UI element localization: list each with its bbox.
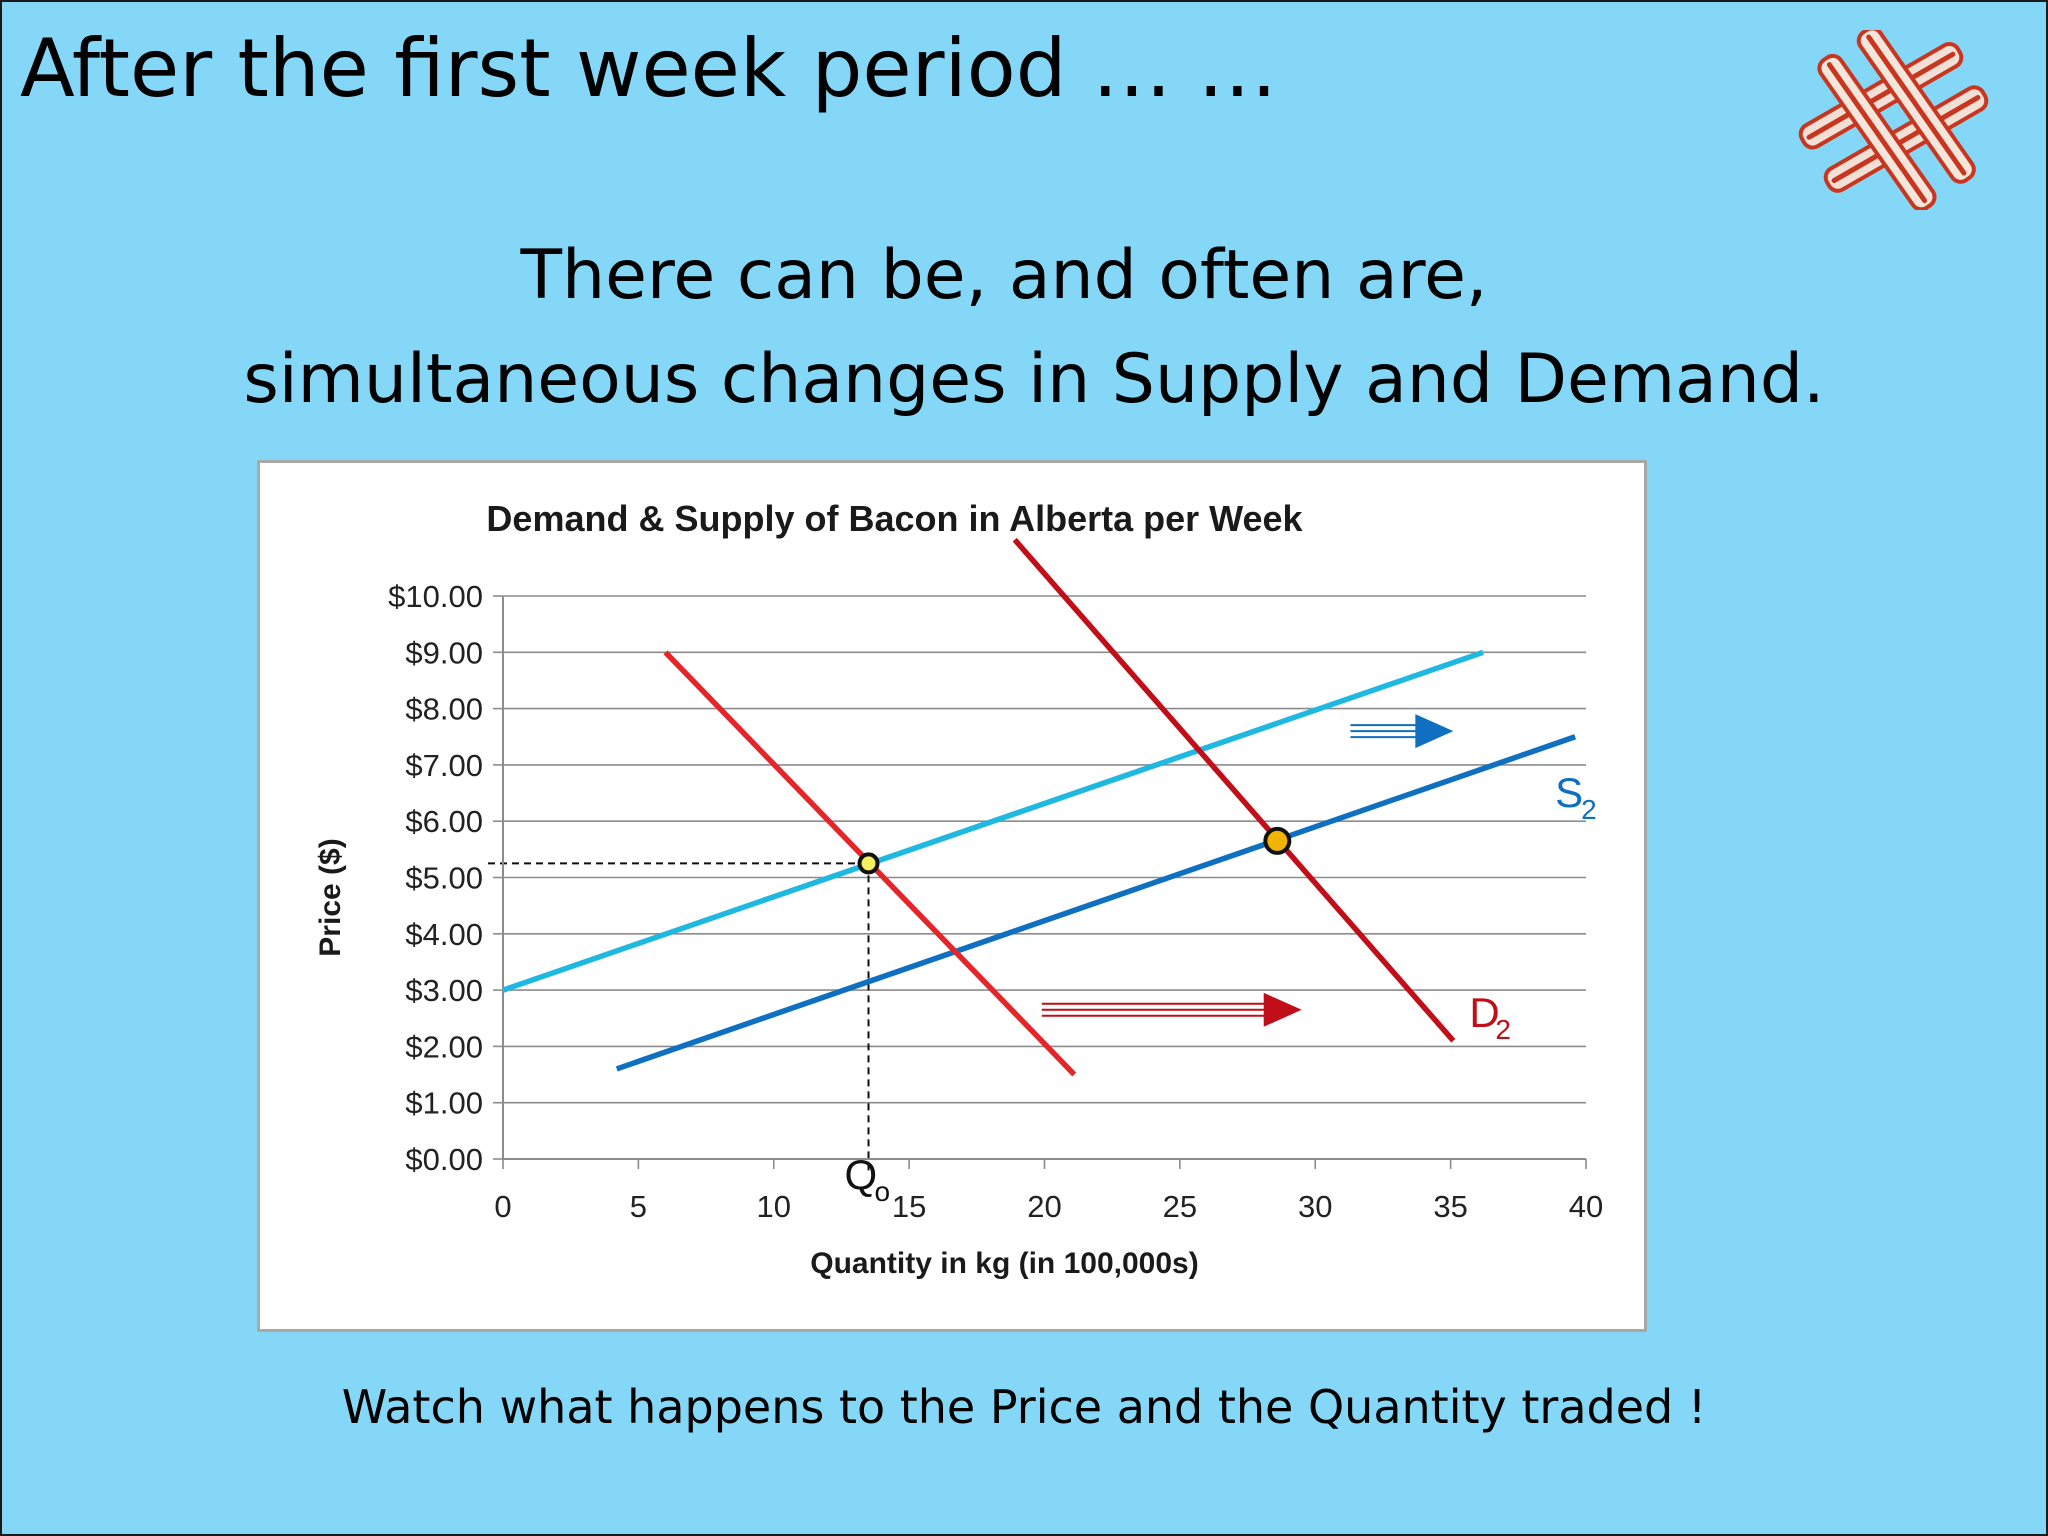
series-label-demand2: D xyxy=(1469,989,1499,1036)
y-tick-label: $8.00 xyxy=(405,692,483,727)
x-tick-label: 10 xyxy=(757,1189,791,1224)
y-tick-label: $0.00 xyxy=(405,1142,483,1177)
quantity-reference-label: Q xyxy=(845,1151,878,1198)
bacon-icon xyxy=(1798,30,1989,210)
supply-demand-chart: $0.00 $1.00 $2.00 $3.00 $4.00 $5.00 $6.00 $7.00… xyxy=(314,498,1603,1280)
shift-arrow-supply-shift xyxy=(1350,714,1454,749)
y-tick-label: $6.00 xyxy=(405,804,483,839)
y-tick-label: $5.00 xyxy=(405,861,483,896)
chart-labels: Demand & Supply of Bacon in Alberta per … xyxy=(314,498,1597,1280)
series-label-supply2: S xyxy=(1555,769,1583,816)
series-label-subscript-supply2: 2 xyxy=(1581,794,1597,825)
chart-title: Demand & Supply of Bacon in Alberta per … xyxy=(486,498,1303,539)
subtitle-line-1: There can be, and often are, xyxy=(520,236,1488,315)
y-tick-label: $9.00 xyxy=(405,635,483,670)
x-tick-label: 25 xyxy=(1163,1189,1197,1224)
equilibrium-points xyxy=(857,826,1292,875)
x-axis-label: Quantity in kg (in 100,000s) xyxy=(810,1247,1198,1280)
y-tick-label: $2.00 xyxy=(405,1029,483,1064)
x-tick-label: 0 xyxy=(494,1189,511,1224)
series-line-supply2 xyxy=(615,734,1577,1072)
x-tick-label: 5 xyxy=(630,1189,647,1224)
shift-arrow-head xyxy=(1263,992,1302,1027)
shift-arrow-demand-shift xyxy=(1041,992,1302,1027)
y-tick-label: $4.00 xyxy=(405,917,483,952)
equilibrium-point xyxy=(1263,826,1292,855)
series-label-subscript-demand2: 2 xyxy=(1495,1014,1511,1045)
x-tick-label: 30 xyxy=(1298,1189,1332,1224)
y-tick-label: $3.00 xyxy=(405,973,483,1008)
footer-note: Watch what happens to the Price and the … xyxy=(341,1380,1707,1434)
subtitle-line-2: simultaneous changes in Supply and Deman… xyxy=(243,340,1825,419)
x-tick-label: 35 xyxy=(1433,1189,1467,1224)
chart-panel: $0.00 $1.00 $2.00 $3.00 $4.00 $5.00 $6.00 $7.00… xyxy=(257,460,1647,1332)
y-tick-label: $10.00 xyxy=(388,579,483,614)
x-tick-label: 20 xyxy=(1027,1189,1061,1224)
slide-title: After the first week period … … xyxy=(20,22,1278,115)
equilibrium-point xyxy=(857,852,880,875)
axes: $0.00 $1.00 $2.00 $3.00 $4.00 $5.00 $6.00 $7.00… xyxy=(388,579,1603,1224)
y-tick-label: $7.00 xyxy=(405,748,483,783)
quantity-reference-subscript: o xyxy=(875,1176,891,1207)
series-lines xyxy=(502,537,1577,1077)
series-line-supply1 xyxy=(502,649,1485,993)
series-line-demand2 xyxy=(1012,537,1456,1043)
shift-arrows xyxy=(1041,714,1454,1027)
x-tick-label: 40 xyxy=(1569,1189,1603,1224)
y-tick-label: $1.00 xyxy=(405,1086,483,1121)
reference-lines xyxy=(488,862,870,1171)
y-axis-label: Price ($) xyxy=(314,838,347,956)
x-tick-label: 15 xyxy=(892,1189,926,1224)
shift-arrow-head xyxy=(1415,714,1454,749)
